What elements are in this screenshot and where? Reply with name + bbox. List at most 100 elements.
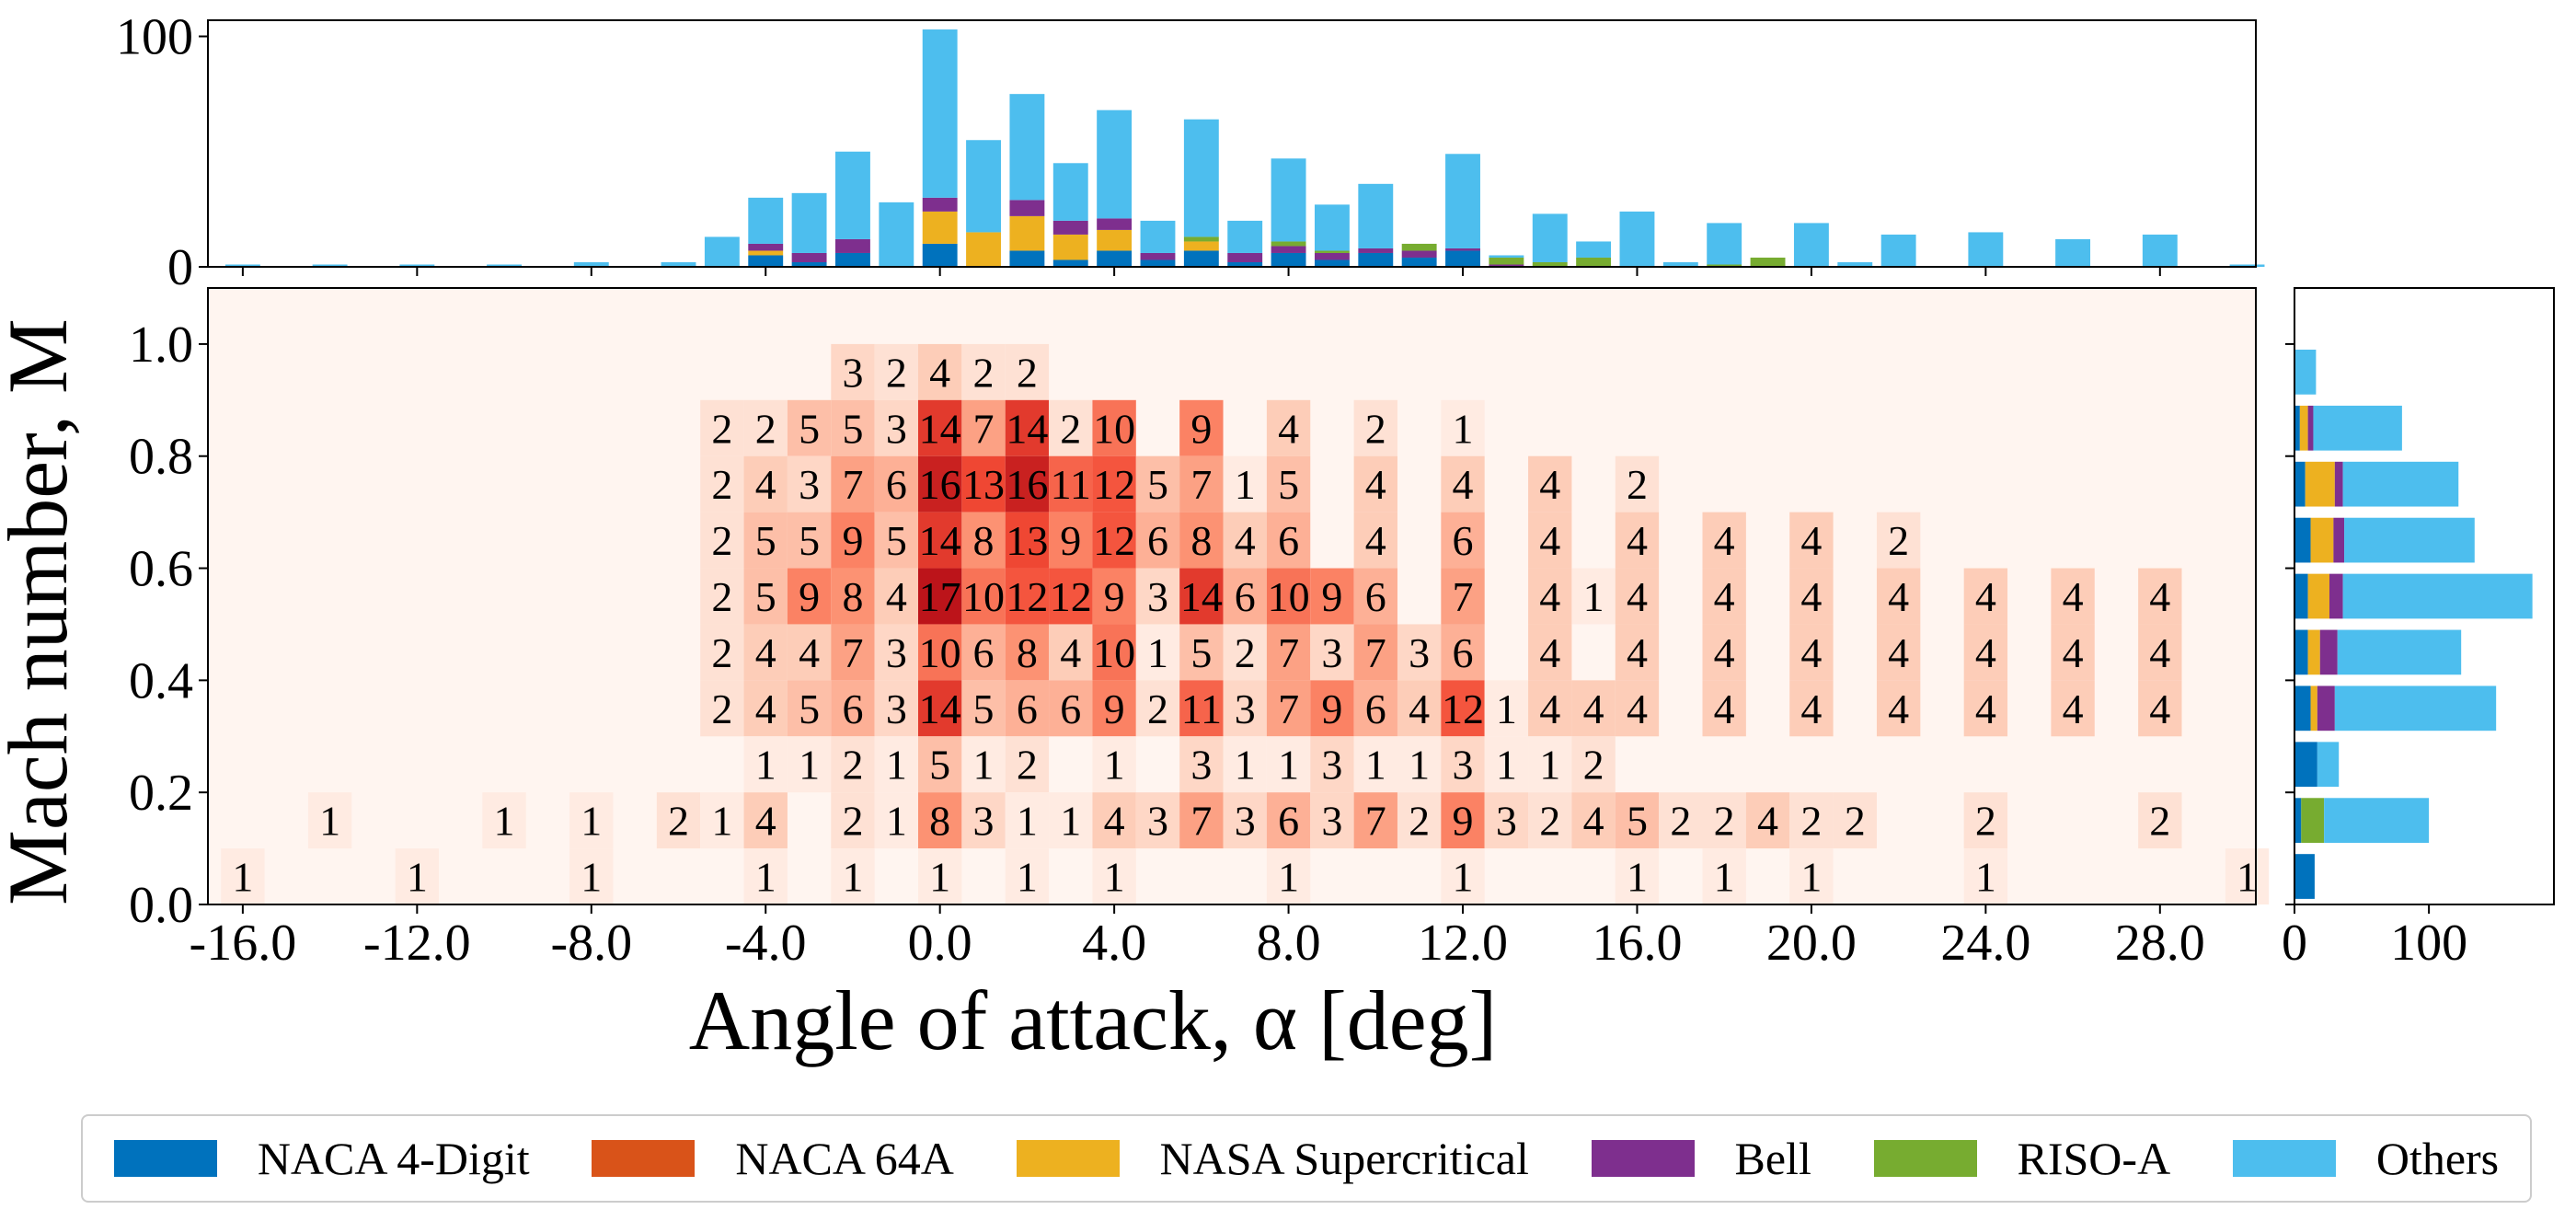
legend-swatch-bell <box>1591 1140 1695 1177</box>
cell-count-label: 5 <box>799 685 820 732</box>
cell-count-label: 7 <box>1278 685 1299 732</box>
right-hist-bar <box>2333 517 2345 563</box>
cell-count-label: 4 <box>755 798 776 845</box>
heatmap-cell <box>1266 568 1311 625</box>
heatmap-cell <box>1528 792 1572 849</box>
heatmap-cell <box>1179 455 1224 513</box>
top-hist-bar <box>1358 248 1394 253</box>
heatmap-cell <box>1049 680 1093 737</box>
legend-item-nasa-supercritical: NASA Supercritical <box>1016 1132 1529 1185</box>
heatmap-cell <box>1441 512 1485 569</box>
cell-count-label: 4 <box>755 461 776 508</box>
cell-count-label: 4 <box>1714 573 1735 620</box>
top-hist-bar <box>922 197 958 212</box>
top-hist-bar <box>922 211 958 244</box>
heatmap-cell <box>917 624 962 681</box>
heatmap-cell <box>1441 736 1485 793</box>
cell-count-label: 4 <box>1627 629 1648 676</box>
cell-count-label: 1 <box>1017 798 1038 845</box>
cell-count-label: 3 <box>842 349 863 396</box>
cell-count-label: 12 <box>1442 685 1484 732</box>
right-hist-bar <box>2307 629 2320 675</box>
top-hist-bar <box>1707 223 1742 265</box>
heatmap-cell <box>1528 736 1572 793</box>
heatmap-cell <box>961 624 1006 681</box>
heatmap-cell <box>831 792 875 849</box>
cell-count-label: 1 <box>1104 854 1125 901</box>
cell-count-label: 9 <box>1060 517 1081 564</box>
top-hist-bar <box>1750 257 1786 267</box>
cell-count-label: 1 <box>581 854 602 901</box>
heatmap-cell <box>831 848 875 904</box>
top-hist-bar <box>1009 200 1045 216</box>
heatmap-cell <box>1179 399 1224 456</box>
cell-count-label: 12 <box>1050 573 1092 620</box>
top-hist-bar <box>1314 252 1350 260</box>
cell-count-label: 1 <box>494 798 515 845</box>
right-hist-bar <box>2294 629 2308 675</box>
heatmap-cell <box>1615 624 1660 681</box>
heatmap-cell <box>1876 624 1921 681</box>
top-hist-bar <box>1052 259 1088 267</box>
heatmap-cell <box>787 455 832 513</box>
heatmap-cell <box>1441 399 1485 456</box>
right-hist-bar <box>2313 405 2402 451</box>
cell-count-label: 9 <box>799 573 820 620</box>
right-hist-bar <box>2319 629 2338 675</box>
cell-count-label: 9 <box>1453 798 1474 845</box>
cell-count-label: 2 <box>1888 517 1909 564</box>
cell-count-label: 4 <box>1583 798 1604 845</box>
top-hist-bar <box>1227 220 1263 253</box>
top-hist-bar <box>1445 154 1480 248</box>
heatmap-cell <box>874 680 918 737</box>
legend-swatch-nasa-supercritical <box>1016 1140 1120 1177</box>
heatmap-cell <box>1353 624 1397 681</box>
top-hist-bar <box>1183 119 1219 237</box>
heatmap-cell <box>1135 568 1180 625</box>
cell-count-label: 14 <box>1006 405 1048 452</box>
cell-count-label: 1 <box>799 742 820 789</box>
cell-count-label: 1 <box>1278 742 1299 789</box>
heatmap-cell <box>961 343 1006 400</box>
cell-count-label: 4 <box>1627 573 1648 620</box>
cell-count-label: 4 <box>2063 629 2084 676</box>
cell-count-label: 4 <box>1714 517 1735 564</box>
cell-count-label: 1 <box>755 742 776 789</box>
top-hist-bar <box>487 264 523 267</box>
heatmap-cell <box>1135 512 1180 569</box>
heatmap-cell <box>1745 792 1790 849</box>
cell-count-label: 1 <box>1365 742 1386 789</box>
heatmap-cell <box>787 624 832 681</box>
heatmap-cell <box>1789 568 1834 625</box>
top-hist-bar <box>1793 223 1829 267</box>
top-hist-bar <box>1097 218 1133 230</box>
cell-count-label: 2 <box>1017 742 1038 789</box>
heatmap-cell <box>961 455 1006 513</box>
top-hist-bar <box>1314 204 1350 251</box>
top-histogram: 0 100 <box>116 9 2265 296</box>
heatmap-cell <box>961 568 1006 625</box>
top-hist-bar <box>835 151 870 239</box>
heatmap-cell <box>700 568 744 625</box>
cell-count-label: 4 <box>1453 461 1474 508</box>
heatmap-cell <box>1789 512 1834 569</box>
cell-count-label: 8 <box>842 573 863 620</box>
heatmap-cell <box>917 680 962 737</box>
heatmap-cell <box>1310 568 1354 625</box>
cell-count-label: 4 <box>1539 629 1560 676</box>
heatmap-cell <box>1005 455 1050 513</box>
cell-count-label: 9 <box>842 517 863 564</box>
heatmap-cell <box>1223 512 1267 569</box>
top-hist-bar <box>661 261 696 267</box>
x-tick-label: 24.0 <box>1940 915 2030 972</box>
heatmap-cell <box>1005 512 1050 569</box>
right-hist-bar <box>2310 517 2334 563</box>
cell-count-label: 4 <box>1235 517 1256 564</box>
heatmap-cell <box>2138 792 2182 849</box>
cell-count-label: 4 <box>929 349 950 396</box>
cell-count-label: 12 <box>1093 517 1135 564</box>
cell-count-label: 1 <box>886 742 907 789</box>
cell-count-label: 13 <box>962 461 1005 508</box>
legend-label-riso-a: RISO-A <box>2017 1133 2171 1184</box>
heatmap-cell <box>787 680 832 737</box>
